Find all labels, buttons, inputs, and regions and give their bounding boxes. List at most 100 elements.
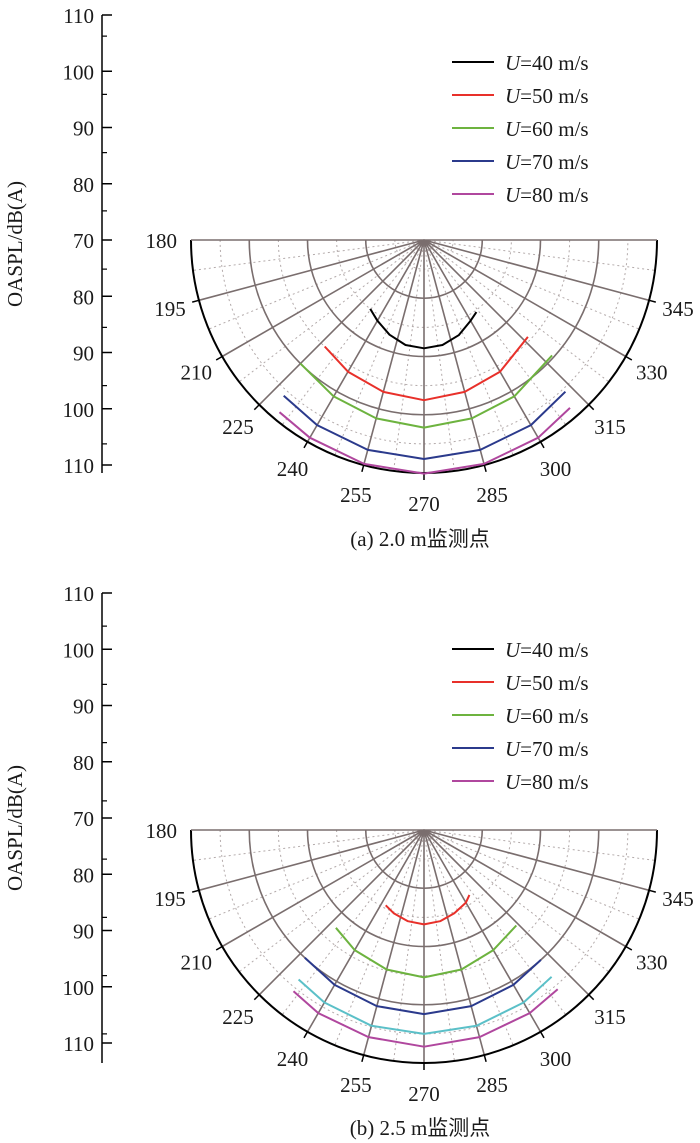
angle-tick (303, 441, 309, 449)
angle-tick (539, 441, 545, 449)
y-tick-label: 80 (73, 173, 94, 197)
legend-label: U=50 m/s (505, 84, 589, 108)
y-tick-label: 80 (73, 863, 94, 887)
legend-label-var: U (505, 51, 522, 75)
y-tick-label: 70 (73, 807, 94, 831)
legend-label: U=40 m/s (505, 51, 589, 75)
panel-caption: (a) 2.0 m监测点 (350, 527, 489, 551)
legend-label-var: U (505, 704, 522, 728)
y-tick-label: 90 (73, 920, 94, 944)
series-line (335, 924, 518, 979)
angle-tick (361, 1054, 365, 1063)
legend-label: U=80 m/s (505, 183, 589, 207)
series-line (283, 390, 567, 460)
legend-label: U=60 m/s (505, 117, 589, 141)
y-tick-label: 110 (63, 4, 94, 28)
legend-label-value: =50 m/s (520, 84, 588, 108)
angle-tick (483, 464, 487, 473)
angle-tick-label: 240 (277, 1047, 309, 1071)
major-grid-radial (423, 829, 590, 996)
y-tick-label: 100 (63, 638, 95, 662)
angle-tick (483, 1054, 487, 1063)
series-line (384, 894, 471, 926)
major-grid-radial (221, 239, 425, 358)
angle-tick-label: 285 (476, 483, 508, 507)
angle-tick-label: 225 (222, 1005, 254, 1029)
legend-label-value: =50 m/s (520, 671, 588, 695)
legend-label-var: U (505, 150, 522, 174)
major-grid-radial (423, 829, 486, 1056)
major-grid-radial (306, 239, 425, 443)
legend-label-value: =60 m/s (520, 117, 588, 141)
angle-tick-label: 225 (222, 415, 254, 439)
angle-tick-label: 300 (540, 457, 572, 481)
y-tick-label: 80 (73, 285, 94, 309)
y-tick-label: 100 (63, 398, 95, 422)
angle-tick-label: 270 (408, 492, 440, 516)
major-grid-radial (423, 239, 542, 443)
major-grid-radial (258, 829, 425, 996)
angle-tick (303, 1031, 309, 1039)
angle-tick (625, 945, 633, 951)
major-grid-radial (423, 829, 650, 892)
y-tick-label: 110 (63, 582, 94, 606)
minor-grid-arc (336, 239, 512, 328)
major-grid-radial (423, 239, 650, 302)
major-grid-radial (362, 239, 425, 466)
y-tick-label: 100 (63, 60, 95, 84)
legend-label-var: U (505, 770, 522, 794)
angle-tick-label: 300 (540, 1047, 572, 1071)
angle-tick (588, 404, 595, 411)
angle-tick (539, 1031, 545, 1039)
major-grid-radial (423, 239, 627, 358)
major-grid-radial (423, 829, 542, 1033)
major-grid-radial (423, 829, 627, 948)
series-line (304, 957, 542, 1016)
series-line (369, 308, 478, 350)
major-grid-radial (423, 239, 590, 406)
angle-tick (215, 945, 223, 951)
legend-label-value: =80 m/s (520, 183, 588, 207)
angle-tick-label: 285 (476, 1073, 508, 1097)
y-tick-label: 70 (73, 229, 94, 253)
legend-label-value: =70 m/s (520, 737, 588, 761)
y-axis-label: OASPL/dB(A) (3, 181, 27, 307)
legend-label: U=50 m/s (505, 671, 589, 695)
legend-label-value: =60 m/s (520, 704, 588, 728)
angle-tick-label: 255 (340, 1073, 372, 1097)
legend-label-var: U (505, 737, 522, 761)
legend-label-var: U (505, 183, 522, 207)
major-grid-radial (306, 829, 425, 1033)
series-line (278, 407, 571, 475)
y-tick-label: 110 (63, 1032, 94, 1056)
series-line (297, 976, 553, 1035)
legend-label: U=70 m/s (505, 150, 589, 174)
legend-label-value: =70 m/s (520, 150, 588, 174)
angle-tick-label: 255 (340, 483, 372, 507)
angle-tick (588, 994, 595, 1001)
legend-label-var: U (505, 671, 522, 695)
angle-tick-label: 345 (662, 887, 694, 911)
angle-tick (361, 464, 365, 473)
minor-grid-arc (336, 829, 512, 918)
legend-label-value: =40 m/s (520, 638, 588, 662)
major-grid-radial (258, 239, 425, 406)
legend-label-value: =80 m/s (520, 770, 588, 794)
legend-label: U=80 m/s (505, 770, 589, 794)
major-grid-radial (221, 829, 425, 948)
angle-tick-label: 330 (636, 951, 668, 975)
angle-tick-label: 240 (277, 457, 309, 481)
series-line (323, 336, 529, 402)
y-tick-label: 80 (73, 751, 94, 775)
angle-tick (191, 889, 200, 893)
legend-label-var: U (505, 638, 522, 662)
y-tick-label: 110 (63, 454, 94, 478)
angle-tick-label: 330 (636, 361, 668, 385)
angle-tick (625, 355, 633, 361)
panel-a: 180 195 210 225 240 255 270 285 300 315 330 345 110 1… (3, 4, 694, 551)
panel-b: 180 195 210 225 240 255 270 285 300 315 330 345 110 1… (3, 582, 694, 1140)
y-tick-label: 100 (63, 976, 95, 1000)
angle-tick-label: 315 (594, 415, 626, 439)
series-line (299, 354, 553, 429)
angle-tick (215, 355, 223, 361)
